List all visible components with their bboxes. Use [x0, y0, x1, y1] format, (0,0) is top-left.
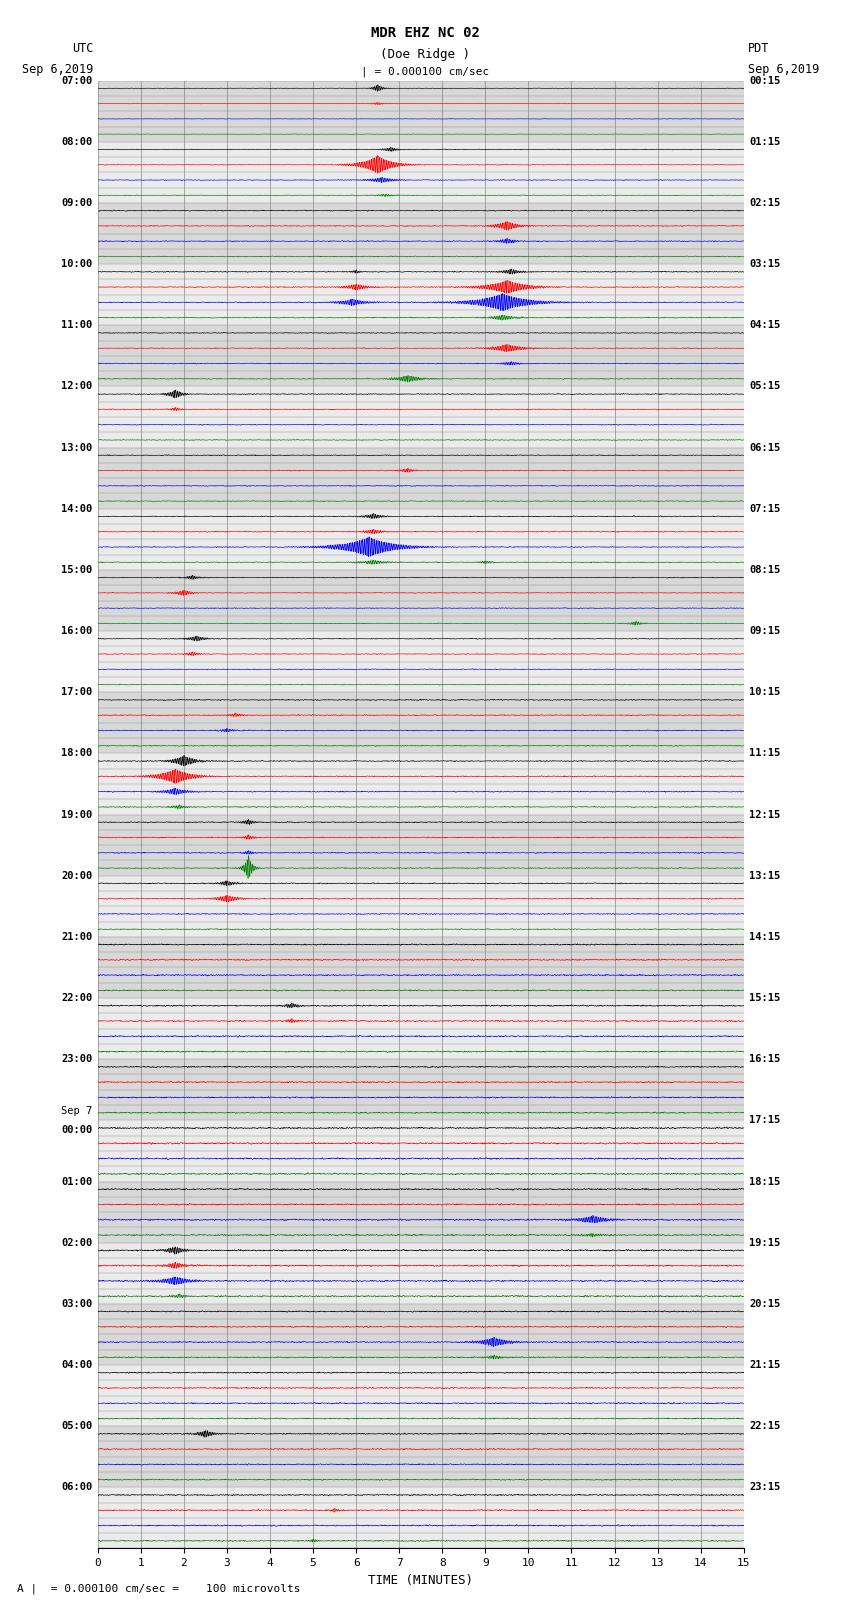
Text: 19:15: 19:15 — [749, 1237, 780, 1248]
Text: 17:15: 17:15 — [749, 1115, 780, 1126]
Text: 15:15: 15:15 — [749, 994, 780, 1003]
Text: 03:15: 03:15 — [749, 260, 780, 269]
Text: 12:00: 12:00 — [61, 381, 93, 392]
Text: PDT: PDT — [748, 42, 769, 55]
Text: 06:00: 06:00 — [61, 1482, 93, 1492]
Text: 23:15: 23:15 — [749, 1482, 780, 1492]
Bar — [98, 326, 744, 387]
Text: 10:00: 10:00 — [61, 260, 93, 269]
Text: 19:00: 19:00 — [61, 810, 93, 819]
Text: 09:15: 09:15 — [749, 626, 780, 636]
Bar — [98, 508, 744, 569]
Text: 17:00: 17:00 — [61, 687, 93, 697]
Text: 20:00: 20:00 — [61, 871, 93, 881]
Text: A |  = 0.000100 cm/sec =    100 microvolts: A | = 0.000100 cm/sec = 100 microvolts — [17, 1584, 301, 1594]
Bar — [98, 1181, 744, 1242]
Text: 03:00: 03:00 — [61, 1298, 93, 1308]
Text: 20:15: 20:15 — [749, 1298, 780, 1308]
Bar — [98, 1060, 744, 1121]
Text: 22:15: 22:15 — [749, 1421, 780, 1431]
Text: 21:00: 21:00 — [61, 932, 93, 942]
Text: 12:15: 12:15 — [749, 810, 780, 819]
Text: 02:00: 02:00 — [61, 1237, 93, 1248]
Bar — [98, 753, 744, 815]
Text: 21:15: 21:15 — [749, 1360, 780, 1369]
Text: 18:00: 18:00 — [61, 748, 93, 758]
Bar — [98, 81, 744, 142]
Bar — [98, 876, 744, 937]
Bar — [98, 998, 744, 1060]
Text: 08:15: 08:15 — [749, 565, 780, 574]
Text: 14:15: 14:15 — [749, 932, 780, 942]
Text: 02:15: 02:15 — [749, 198, 780, 208]
Text: (Doe Ridge ): (Doe Ridge ) — [380, 48, 470, 61]
Bar — [98, 142, 744, 203]
Bar — [98, 1121, 744, 1181]
Text: 01:15: 01:15 — [749, 137, 780, 147]
Text: 01:00: 01:00 — [61, 1176, 93, 1187]
Bar — [98, 631, 744, 692]
Text: 14:00: 14:00 — [61, 503, 93, 515]
Bar — [98, 448, 744, 508]
Text: 08:00: 08:00 — [61, 137, 93, 147]
Bar — [98, 203, 744, 265]
Bar — [98, 1487, 744, 1548]
Bar — [98, 265, 744, 326]
Bar — [98, 1303, 744, 1365]
Text: 04:15: 04:15 — [749, 321, 780, 331]
Text: 05:15: 05:15 — [749, 381, 780, 392]
Text: Sep 6,2019: Sep 6,2019 — [22, 63, 94, 76]
Bar — [98, 1426, 744, 1487]
X-axis label: TIME (MINUTES): TIME (MINUTES) — [368, 1574, 473, 1587]
Text: 11:15: 11:15 — [749, 748, 780, 758]
Bar — [98, 387, 744, 448]
Text: 04:00: 04:00 — [61, 1360, 93, 1369]
Text: 16:00: 16:00 — [61, 626, 93, 636]
Text: 00:00: 00:00 — [61, 1124, 93, 1134]
Text: 22:00: 22:00 — [61, 994, 93, 1003]
Text: 00:15: 00:15 — [749, 76, 780, 85]
Text: 18:15: 18:15 — [749, 1176, 780, 1187]
Text: 23:00: 23:00 — [61, 1055, 93, 1065]
Bar — [98, 1242, 744, 1303]
Text: 07:15: 07:15 — [749, 503, 780, 515]
Text: 05:00: 05:00 — [61, 1421, 93, 1431]
Text: Sep 6,2019: Sep 6,2019 — [748, 63, 819, 76]
Bar — [98, 937, 744, 998]
Text: UTC: UTC — [72, 42, 94, 55]
Text: 09:00: 09:00 — [61, 198, 93, 208]
Text: 06:15: 06:15 — [749, 442, 780, 453]
Text: 11:00: 11:00 — [61, 321, 93, 331]
Text: | = 0.000100 cm/sec: | = 0.000100 cm/sec — [361, 66, 489, 77]
Text: 13:15: 13:15 — [749, 871, 780, 881]
Text: 13:00: 13:00 — [61, 442, 93, 453]
Bar — [98, 692, 744, 753]
Text: 16:15: 16:15 — [749, 1055, 780, 1065]
Text: Sep 7: Sep 7 — [61, 1107, 93, 1116]
Text: 10:15: 10:15 — [749, 687, 780, 697]
Bar — [98, 815, 744, 876]
Text: 07:00: 07:00 — [61, 76, 93, 85]
Bar — [98, 569, 744, 631]
Text: MDR EHZ NC 02: MDR EHZ NC 02 — [371, 26, 479, 40]
Bar — [98, 1365, 744, 1426]
Text: 15:00: 15:00 — [61, 565, 93, 574]
